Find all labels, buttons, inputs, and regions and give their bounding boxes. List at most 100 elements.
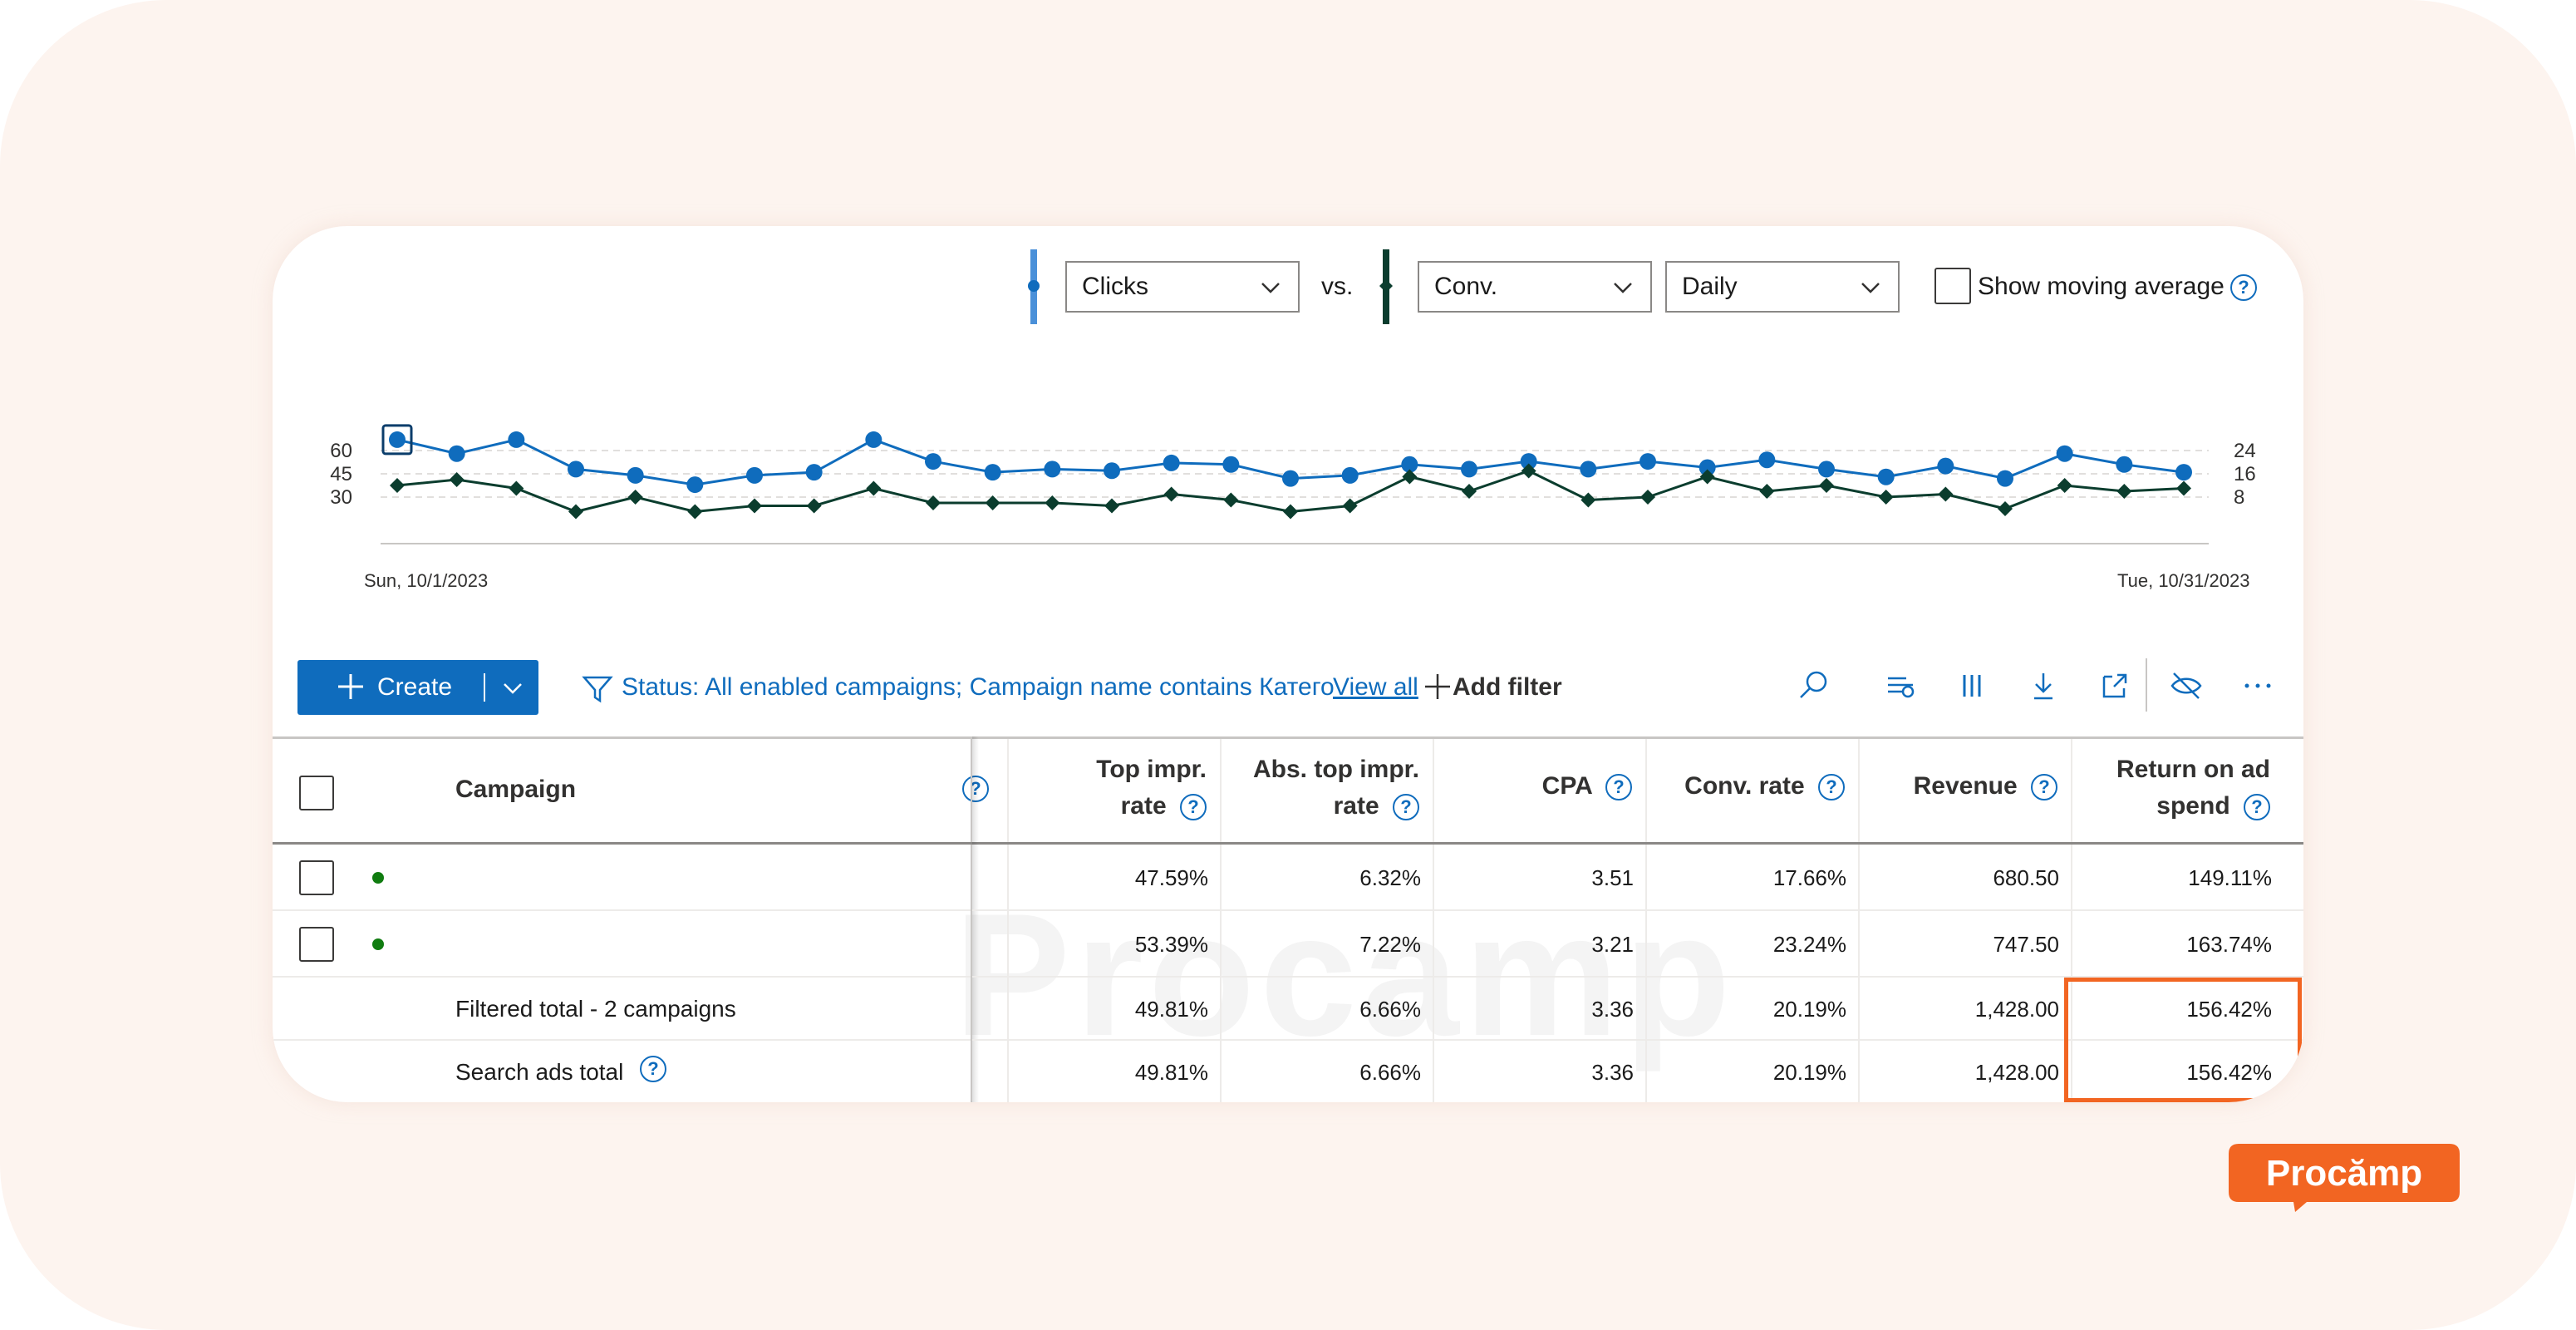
header-cpa-label: CPA — [1541, 772, 1592, 800]
clicks-data-point — [1044, 461, 1061, 478]
columns-compare-icon[interactable] — [1881, 667, 1920, 705]
chart-gridlines — [381, 450, 2209, 544]
download-icon[interactable] — [2024, 667, 2062, 705]
clicks-data-point — [389, 431, 406, 448]
conversions-data-point — [1342, 498, 1358, 514]
column-divider — [1645, 911, 1647, 978]
help-icon[interactable]: ? — [2244, 794, 2270, 821]
chevron-down-icon[interactable] — [500, 675, 525, 700]
cell-roas: 149.11% — [2188, 865, 2272, 890]
total-label: Search ads total — [455, 1059, 624, 1085]
create-button[interactable]: Create — [297, 660, 538, 715]
header-roas-line2-wrap: spend ? — [2076, 792, 2270, 821]
help-icon[interactable]: ? — [2230, 274, 2257, 301]
more-icon[interactable] — [2239, 667, 2277, 705]
help-icon[interactable]: ? — [1180, 794, 1207, 821]
column-divider — [2071, 845, 2072, 911]
cell-roas: 156.42% — [2186, 997, 2272, 1022]
search-icon[interactable] — [1795, 667, 1833, 705]
header-top-impr-rate[interactable]: Top impr. rate ? — [1012, 756, 1207, 859]
conversions-data-point — [985, 495, 1000, 510]
row-checkbox[interactable] — [299, 860, 334, 895]
conversions-data-point — [390, 478, 405, 493]
column-divider — [1433, 1041, 1434, 1102]
clicks-data-point — [1698, 459, 1716, 476]
help-icon[interactable]: ? — [1818, 774, 1845, 801]
moving-average-checkbox[interactable] — [1934, 268, 1971, 304]
cell-conv-rate: 20.19% — [1772, 1060, 1846, 1085]
cell-cpa: 3.21 — [1591, 932, 1634, 957]
metric2-dropdown[interactable]: Conv. — [1418, 261, 1652, 313]
header-cpa[interactable]: CPA ? — [1438, 772, 1632, 875]
plus-icon — [1425, 674, 1450, 699]
left-axis-tick: 30 — [330, 486, 352, 509]
column-divider — [1007, 911, 1009, 978]
cell-top-impr: 49.81% — [1134, 997, 1208, 1022]
help-icon[interactable]: ? — [1393, 794, 1419, 821]
column-divider — [1433, 978, 1434, 1041]
column-divider — [1220, 911, 1222, 978]
column-divider — [1858, 1041, 1860, 1102]
column-divider — [1220, 978, 1222, 1041]
sticky-column-divider — [971, 739, 972, 842]
conversions-data-point — [1759, 484, 1775, 499]
table-row[interactable]: 47.59% 6.32% 3.51 17.66% 680.50 149.11% — [273, 845, 2303, 911]
conversions-data-point — [1045, 495, 1060, 510]
chevron-down-icon — [1861, 283, 1880, 293]
cell-top-impr: 53.39% — [1134, 932, 1208, 957]
cell-abs-top: 7.22% — [1359, 932, 1421, 957]
header-roas[interactable]: Return on ad spend ? — [2076, 756, 2270, 859]
hide-icon[interactable] — [2167, 667, 2205, 705]
help-icon[interactable]: ? — [962, 776, 989, 802]
column-divider — [1007, 739, 1009, 842]
cell-roas: 163.74% — [2186, 932, 2272, 957]
clicks-data-point — [686, 476, 704, 494]
metric1-dropdown[interactable]: Clicks — [1065, 261, 1300, 313]
cell-abs-top: 6.66% — [1359, 1060, 1421, 1085]
select-all-checkbox[interactable] — [299, 776, 334, 810]
column-divider — [2071, 1041, 2072, 1102]
header-revenue[interactable]: Revenue ? — [1863, 772, 2057, 875]
column-divider — [1645, 1041, 1647, 1102]
row-checkbox[interactable] — [299, 927, 334, 962]
conversions-data-point — [509, 480, 524, 496]
columns-icon[interactable] — [1953, 667, 1991, 705]
conversions-data-point — [926, 495, 941, 510]
help-icon[interactable]: ? — [2031, 774, 2057, 801]
cell-top-impr: 47.59% — [1134, 865, 1208, 890]
clicks-data-point — [1580, 461, 1597, 478]
x-axis-end-label: Tue, 10/31/2023 — [2117, 570, 2250, 591]
column-divider — [1858, 845, 1860, 911]
expand-icon[interactable] — [2096, 667, 2134, 705]
conversions-data-point — [1283, 504, 1298, 520]
header-abs-top-impr-rate[interactable]: Abs. top impr. rate ? — [1225, 756, 1419, 859]
column-divider — [2071, 978, 2072, 1041]
conversions-data-point — [1223, 492, 1239, 508]
conversions-data-point — [568, 504, 583, 520]
total-label: Filtered total - 2 campaigns — [455, 996, 736, 1022]
cell-conv-rate: 20.19% — [1772, 997, 1846, 1022]
granularity-dropdown[interactable]: Daily — [1665, 261, 1900, 313]
conversions-data-point — [1998, 501, 2013, 516]
clicks-data-point — [1104, 462, 1120, 480]
status-enabled-indicator — [372, 872, 384, 884]
header-campaign[interactable]: Campaign — [455, 776, 577, 803]
column-divider — [1220, 1041, 1222, 1102]
cell-conv-rate: 23.24% — [1772, 932, 1846, 957]
column-divider — [971, 978, 972, 1041]
cell-revenue: 1,428.00 — [1974, 997, 2059, 1022]
table-row[interactable]: 53.39% 7.22% 3.21 23.24% 747.50 163.74% — [273, 911, 2303, 978]
column-divider — [1007, 1041, 1009, 1102]
cell-cpa: 3.36 — [1591, 1060, 1634, 1085]
help-icon[interactable]: ? — [640, 1056, 666, 1082]
help-icon[interactable]: ? — [1605, 774, 1632, 801]
header-top-impr-line2-wrap: rate ? — [1012, 792, 1207, 821]
add-filter-button[interactable]: Add filter — [1453, 673, 1562, 701]
clicks-data-point — [1222, 456, 1240, 473]
header-conv-rate[interactable]: Conv. rate ? — [1650, 772, 1845, 875]
clicks-data-point — [805, 464, 823, 481]
clicks-data-point — [1520, 453, 1537, 470]
view-all-link[interactable]: View all — [1333, 673, 1418, 701]
clicks-data-point — [1997, 470, 2013, 487]
header-revenue-label: Revenue — [1913, 772, 2018, 800]
